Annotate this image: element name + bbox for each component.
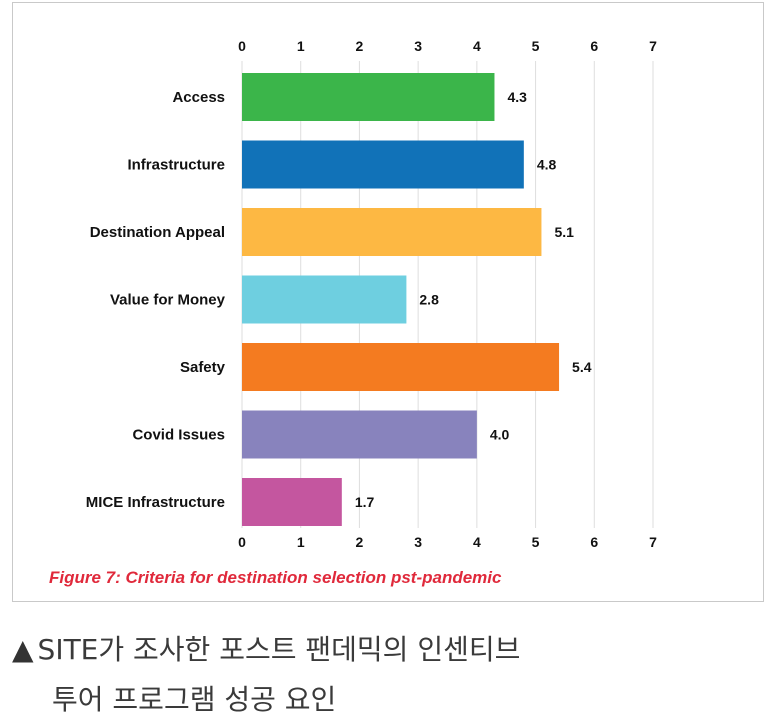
x-tick-label-top-2: 2 (356, 38, 364, 54)
category-label-destination-appeal: Destination Appeal (90, 224, 225, 241)
x-tick-label-top-6: 6 (590, 38, 598, 54)
data-label-covid-issues: 4.0 (490, 427, 510, 443)
bar-infrastructure (242, 140, 524, 189)
bar-access (242, 73, 495, 121)
x-tick-label-bottom-4: 4 (473, 534, 481, 550)
bar-safety (242, 343, 560, 391)
category-label-infrastructure: Infrastructure (127, 157, 225, 174)
data-label-mice-infrastructure: 1.7 (355, 494, 375, 510)
bar-mice-infrastructure (242, 478, 342, 526)
bar-destination-appeal (242, 208, 542, 256)
data-label-value-for-money: 2.8 (419, 292, 439, 308)
figure-frame: 0 0 1 1 2 2 3 3 4 4 5 5 6 6 7 7 Access 4.3 Infrastructure 4… (12, 2, 764, 602)
data-label-access: 4.3 (507, 89, 527, 105)
data-label-infrastructure: 4.8 (537, 157, 557, 173)
category-label-safety: Safety (180, 359, 226, 376)
x-tick-label-top-7: 7 (649, 38, 657, 54)
figure-caption: Figure 7: Criteria for destination selec… (49, 568, 502, 587)
triangle-up-icon: ▲ (12, 633, 34, 666)
x-tick-label-top-3: 3 (414, 38, 422, 54)
category-label-value-for-money: Value for Money (110, 292, 226, 309)
outer-caption: ▲ SITE가 조사한 포스트 팬데믹의 인센티브 투어 프로그램 성공 요인 (12, 625, 772, 725)
x-tick-label-bottom-2: 2 (356, 534, 364, 550)
bar-value-for-money (242, 275, 407, 324)
category-label-access: Access (172, 89, 225, 106)
data-label-destination-appeal: 5.1 (554, 224, 574, 240)
x-tick-label-bottom-3: 3 (414, 534, 422, 550)
bar-covid-issues (242, 410, 477, 459)
outer-caption-line-2: 투어 프로그램 성공 요인 (52, 683, 337, 716)
x-tick-label-top-4: 4 (473, 38, 481, 54)
x-tick-label-top-1: 1 (297, 38, 305, 54)
x-tick-label-top-5: 5 (532, 38, 540, 54)
outer-caption-line-1: ▲ SITE가 조사한 포스트 팬데믹의 인센티브 (12, 625, 772, 675)
bar-chart: 0 0 1 1 2 2 3 3 4 4 5 5 6 6 7 7 Access 4.3 Infrastructure 4… (86, 38, 657, 550)
category-label-mice-infrastructure: MICE Infrastructure (86, 494, 225, 511)
x-tick-label-top-0: 0 (238, 38, 246, 54)
x-tick-label-bottom-0: 0 (238, 534, 246, 550)
x-tick-label-bottom-5: 5 (532, 534, 540, 550)
x-tick-label-bottom-1: 1 (297, 534, 305, 550)
data-label-safety: 5.4 (572, 359, 592, 375)
category-label-covid-issues: Covid Issues (132, 427, 225, 444)
x-tick-label-bottom-7: 7 (649, 534, 657, 550)
x-tick-label-bottom-6: 6 (590, 534, 598, 550)
outer-caption-text-1: SITE가 조사한 포스트 팬데믹의 인센티브 (37, 633, 521, 666)
